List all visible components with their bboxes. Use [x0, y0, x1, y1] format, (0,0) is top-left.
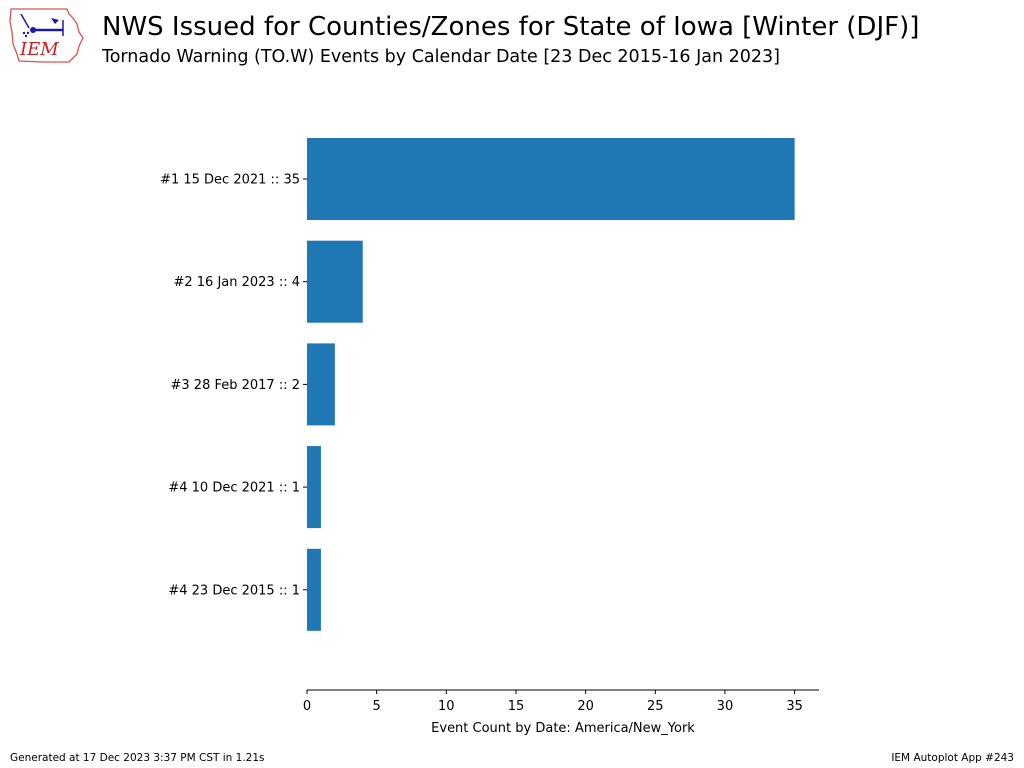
- x-axis: 0 5 10 15 20 25 30 35: [303, 689, 819, 714]
- generated-timestamp: Generated at 17 Dec 2023 3:37 PM CST in …: [10, 752, 265, 764]
- bar: [307, 343, 335, 426]
- x-tick-label: 0: [303, 699, 311, 714]
- bar: [307, 548, 321, 631]
- y-tick-label: #1 15 Dec 2021 :: 35: [160, 173, 300, 188]
- bars-layer: [307, 138, 795, 631]
- x-tick-label: 20: [577, 699, 594, 714]
- app-credit: IEM Autoplot App #243: [891, 752, 1014, 764]
- x-tick-label: 35: [786, 699, 803, 714]
- x-tick-label: 15: [508, 699, 525, 714]
- y-tick-layer: #1 15 Dec 2021 :: 35#2 16 Jan 2023 :: 4#…: [160, 173, 307, 598]
- x-tick-label: 5: [373, 699, 381, 714]
- x-tick-label: 30: [717, 699, 734, 714]
- iem-logo-text: IEM: [19, 39, 59, 60]
- y-tick-label: #3 28 Feb 2017 :: 2: [171, 378, 301, 393]
- x-tick-label: 10: [438, 699, 455, 714]
- chart-subtitle: Tornado Warning (TO.W) Events by Calenda…: [102, 47, 781, 67]
- x-tick-label: 25: [647, 699, 664, 714]
- y-tick-label: #2 16 Jan 2023 :: 4: [173, 275, 300, 290]
- chart-title: NWS Issued for Counties/Zones for State …: [102, 12, 920, 42]
- bar: [307, 240, 363, 323]
- bar: [307, 446, 321, 529]
- y-tick-label: #4 23 Dec 2015 :: 1: [168, 583, 300, 598]
- bar: [307, 138, 795, 220]
- x-axis-label: Event Count by Date: America/New_York: [431, 721, 695, 736]
- iem-logo: IEM: [9, 8, 84, 63]
- y-tick-label: #4 10 Dec 2021 :: 1: [168, 481, 300, 496]
